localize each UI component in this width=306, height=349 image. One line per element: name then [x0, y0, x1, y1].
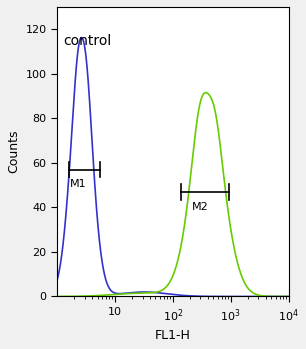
- X-axis label: FL1-H: FL1-H: [155, 329, 191, 342]
- Y-axis label: Counts: Counts: [7, 130, 20, 173]
- Text: control: control: [64, 34, 112, 48]
- Text: M2: M2: [192, 202, 208, 211]
- Text: M1: M1: [70, 179, 87, 190]
